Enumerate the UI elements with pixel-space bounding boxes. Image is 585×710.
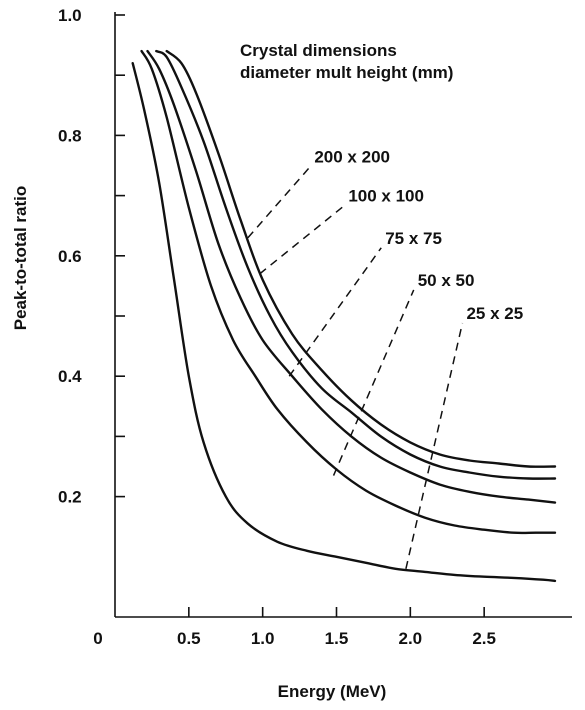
series-label-75-x-75: 75 x 75 bbox=[385, 229, 442, 248]
x-axis-title: Energy (MeV) bbox=[278, 682, 387, 701]
legend-title-line-1: Crystal dimensions bbox=[240, 41, 397, 60]
axes bbox=[114, 12, 572, 618]
series-line-75-x-75 bbox=[146, 49, 557, 504]
series-line-200-x-200 bbox=[165, 49, 557, 468]
y-ticks: 0.2 0.4 0.6 0.8 1.0 bbox=[58, 6, 125, 507]
series-annotations: 200 x 200 100 x 100 75 x 75 50 x 50 25 x 25 bbox=[247, 147, 523, 570]
y-tick-label: 1.0 bbox=[58, 6, 82, 25]
series-label-200-x-200: 200 x 200 bbox=[314, 147, 390, 166]
series-line-25-x-25 bbox=[131, 62, 557, 583]
y-tick-label: 0.4 bbox=[58, 367, 82, 386]
series-label-50-x-50: 50 x 50 bbox=[418, 271, 475, 290]
x-tick-label: 1.0 bbox=[251, 629, 275, 648]
x-tick-label: 2.5 bbox=[472, 629, 496, 648]
series-label-25-x-25: 25 x 25 bbox=[466, 304, 523, 323]
x-tick-label: 0.5 bbox=[177, 629, 201, 648]
x-tick-label: 1.5 bbox=[325, 629, 349, 648]
leader-line-50-x-50 bbox=[332, 289, 415, 476]
x-tick-label: 0 bbox=[93, 629, 102, 648]
series-curves bbox=[131, 49, 557, 583]
legend-title: Crystal dimensions diameter mult height … bbox=[240, 41, 453, 82]
y-tick-label: 0.8 bbox=[58, 126, 82, 145]
y-tick-label: 0.6 bbox=[58, 247, 82, 266]
series-line-100-x-100 bbox=[155, 49, 557, 480]
x-ticks: 0 0.5 1.0 1.5 2.0 2.5 bbox=[93, 607, 496, 648]
y-axis-title: Peak-to-total ratio bbox=[11, 186, 30, 331]
leader-line-75-x-75 bbox=[288, 247, 382, 377]
leader-line-25-x-25 bbox=[405, 322, 464, 570]
series-label-100-x-100: 100 x 100 bbox=[348, 187, 424, 206]
leader-line-100-x-100 bbox=[259, 205, 345, 275]
leader-line-200-x-200 bbox=[247, 165, 311, 239]
x-tick-label: 2.0 bbox=[399, 629, 423, 648]
series-line-50-x-50 bbox=[140, 49, 557, 535]
y-tick-label: 0.2 bbox=[58, 488, 82, 507]
legend-title-line-2: diameter mult height (mm) bbox=[240, 63, 453, 82]
